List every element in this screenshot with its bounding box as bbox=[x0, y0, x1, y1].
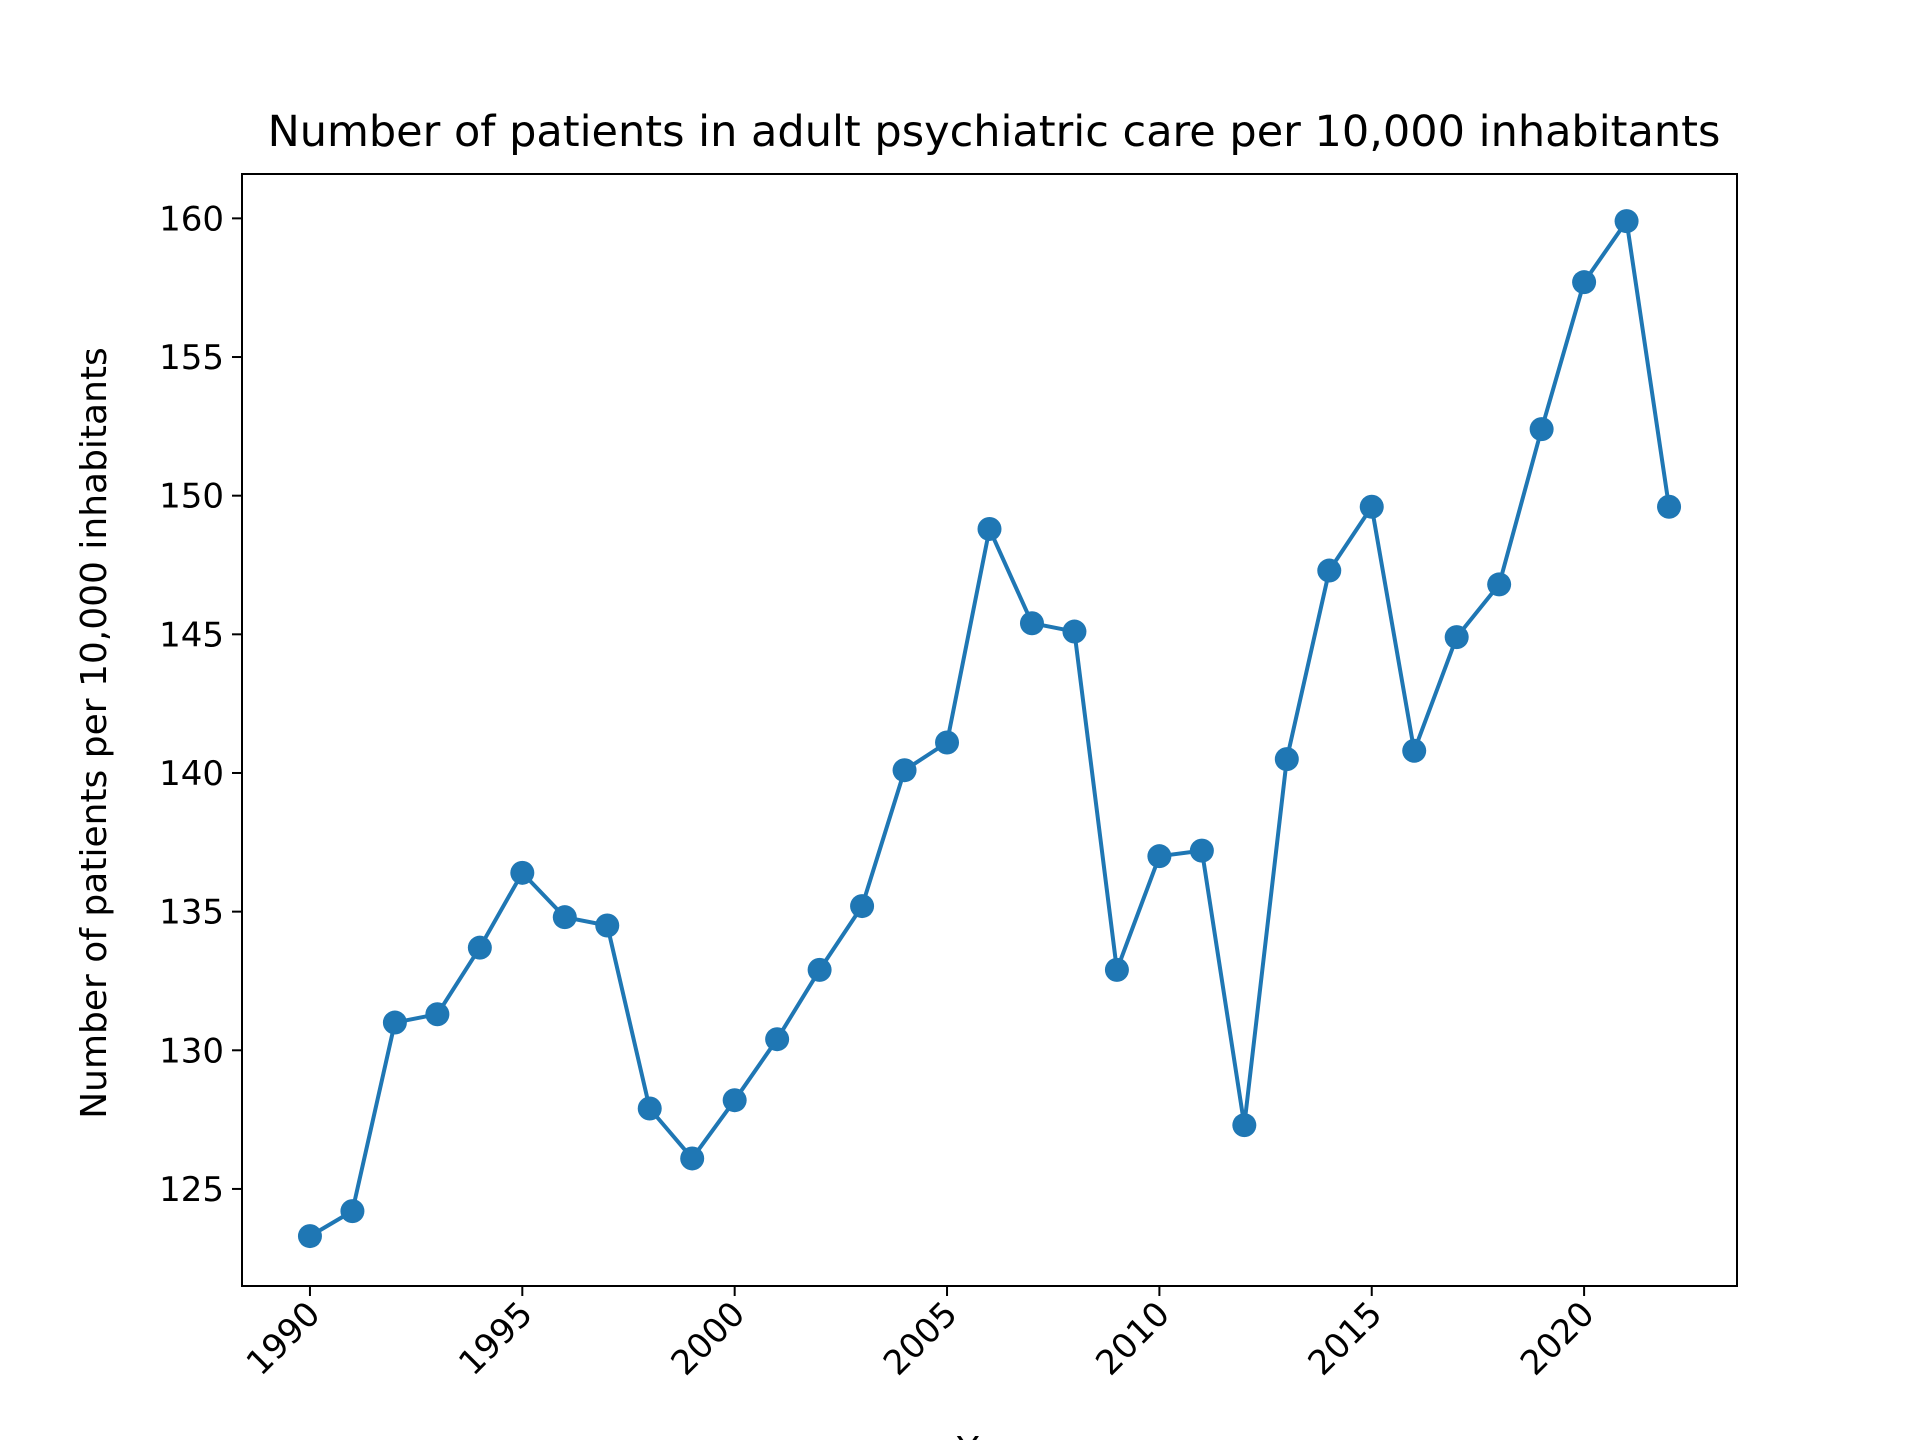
data-point bbox=[850, 894, 875, 919]
x-tick-label: 2020 bbox=[1513, 1294, 1602, 1383]
data-point bbox=[680, 1146, 705, 1171]
data-point bbox=[467, 935, 492, 960]
data-point bbox=[1019, 611, 1044, 636]
data-point bbox=[1062, 619, 1087, 644]
data-point bbox=[892, 758, 917, 783]
y-tick-label: 125 bbox=[159, 1170, 224, 1210]
data-point bbox=[425, 1002, 450, 1027]
plot-area-frame bbox=[241, 173, 1738, 1287]
y-axis-ticks: 125 130 135 140 145 150 155 160 bbox=[159, 199, 242, 1210]
x-tick-label: 1995 bbox=[451, 1294, 540, 1383]
data-point bbox=[765, 1027, 790, 1052]
x-tick-label: 2010 bbox=[1088, 1294, 1177, 1383]
y-tick-label: 145 bbox=[159, 615, 224, 655]
y-tick-label: 140 bbox=[159, 754, 224, 794]
data-point bbox=[1402, 738, 1427, 763]
data-point bbox=[722, 1088, 747, 1113]
y-tick-label: 160 bbox=[159, 199, 224, 239]
data-point bbox=[382, 1010, 407, 1035]
data-point bbox=[1317, 558, 1342, 583]
data-point bbox=[595, 913, 620, 938]
data-point bbox=[1104, 957, 1129, 982]
y-tick-label: 155 bbox=[159, 338, 224, 378]
data-point bbox=[552, 905, 577, 930]
y-axis-label: Number of patients per 10,000 inhabitant… bbox=[74, 347, 115, 1119]
x-tick-label: 2015 bbox=[1301, 1294, 1390, 1383]
data-point bbox=[1274, 747, 1299, 772]
y-tick-label: 135 bbox=[159, 893, 224, 933]
y-tick-label: 130 bbox=[159, 1031, 224, 1071]
data-point bbox=[1359, 494, 1384, 519]
data-point bbox=[1572, 270, 1597, 295]
data-point bbox=[1529, 417, 1554, 442]
data-point bbox=[637, 1096, 662, 1121]
data-point bbox=[1147, 844, 1172, 869]
data-point bbox=[340, 1199, 365, 1224]
x-tick-label: 2005 bbox=[876, 1294, 965, 1383]
data-point bbox=[1657, 494, 1682, 519]
data-point bbox=[297, 1224, 322, 1249]
data-point bbox=[1444, 625, 1469, 650]
data-point bbox=[1189, 838, 1214, 863]
chart-title: Number of patients in adult psychiatric … bbox=[268, 107, 1721, 157]
data-point bbox=[977, 516, 1002, 541]
data-point bbox=[510, 860, 535, 885]
x-tick-label: 2000 bbox=[664, 1294, 753, 1383]
x-tick-label: 1990 bbox=[239, 1294, 328, 1383]
data-point bbox=[1614, 209, 1639, 234]
data-point bbox=[807, 957, 832, 982]
x-axis-ticks: 1990 1995 2000 2005 2010 2015 2020 bbox=[239, 1286, 1602, 1384]
data-point bbox=[1232, 1113, 1257, 1138]
y-tick-label: 150 bbox=[159, 477, 224, 517]
y-axis-label-group: Number of patients per 10,000 inhabitant… bbox=[74, 347, 115, 1119]
x-axis-label: Year bbox=[956, 1430, 1033, 1440]
data-point bbox=[935, 730, 960, 755]
series-layer bbox=[297, 209, 1682, 1249]
series-line bbox=[308, 219, 1671, 1238]
data-point bbox=[1487, 572, 1512, 597]
